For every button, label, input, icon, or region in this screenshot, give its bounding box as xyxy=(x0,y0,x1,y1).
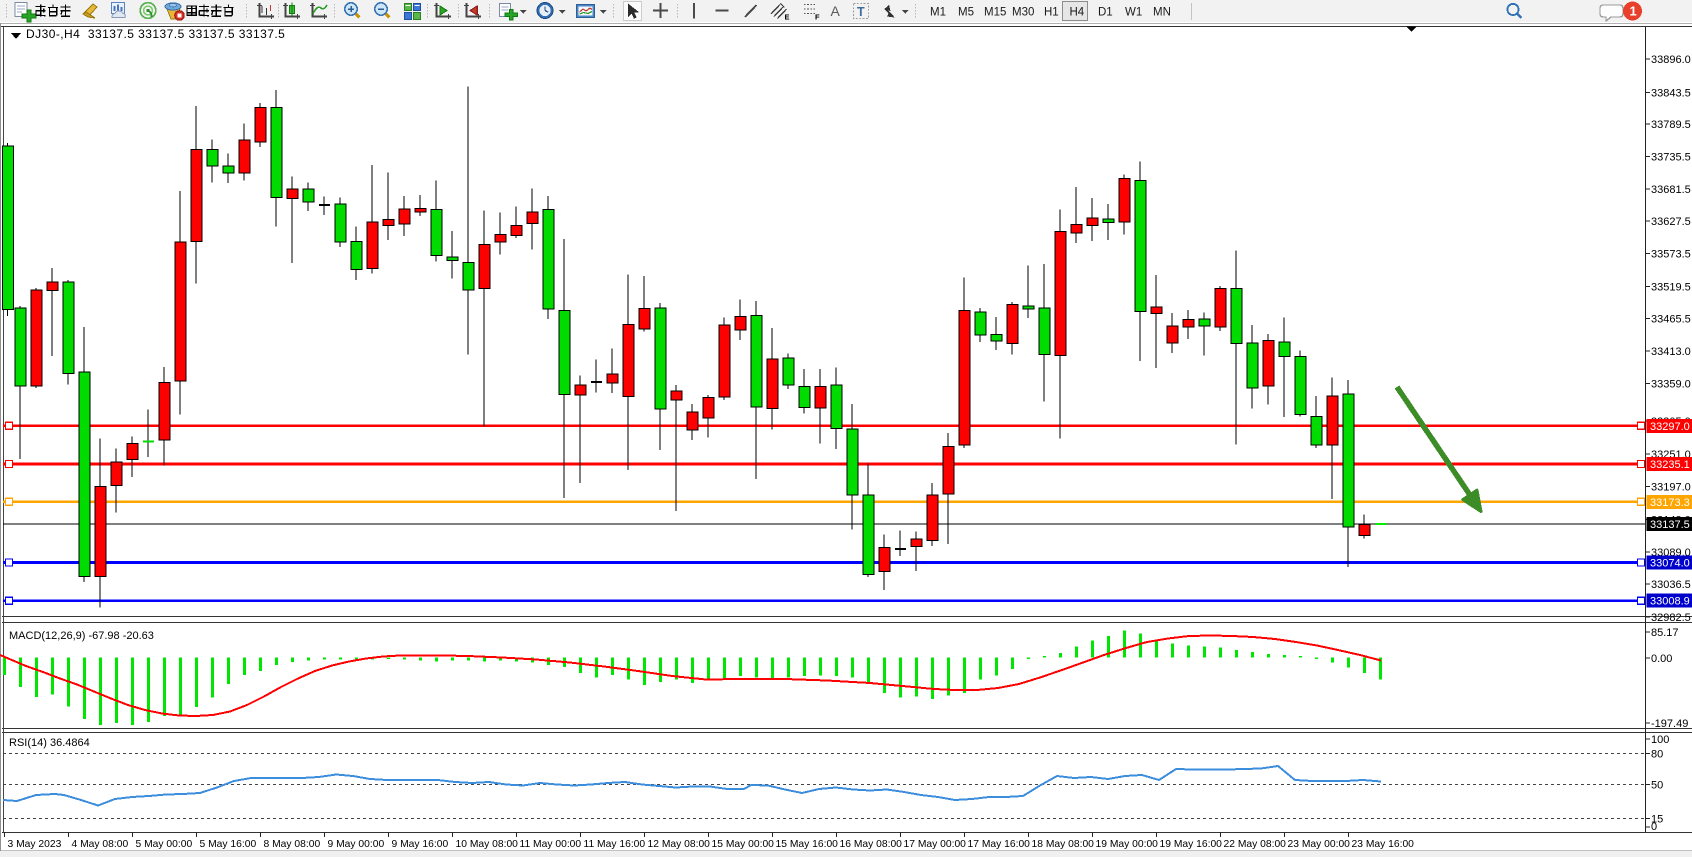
svg-text:9 May 00:00: 9 May 00:00 xyxy=(328,839,385,850)
svg-text:18 May 08:00: 18 May 08:00 xyxy=(1032,839,1095,850)
svg-text:33359.0: 33359.0 xyxy=(1651,378,1691,390)
svg-text:33235.1: 33235.1 xyxy=(1650,459,1690,471)
svg-text:33197.0: 33197.0 xyxy=(1651,482,1691,494)
svg-text:M15: M15 xyxy=(984,7,1006,19)
svg-text:MN: MN xyxy=(1153,7,1171,19)
svg-text:12 May 08:00: 12 May 08:00 xyxy=(648,839,711,850)
svg-text:4 May 08:00: 4 May 08:00 xyxy=(72,839,129,850)
svg-text:10 May 08:00: 10 May 08:00 xyxy=(456,839,519,850)
svg-text:33074.0: 33074.0 xyxy=(1650,558,1690,570)
svg-text:33036.5: 33036.5 xyxy=(1651,579,1691,591)
svg-text:85.17: 85.17 xyxy=(1651,627,1679,639)
svg-text:A: A xyxy=(831,3,841,19)
svg-text:23 May 00:00: 23 May 00:00 xyxy=(1288,839,1351,850)
svg-text:15: 15 xyxy=(1651,814,1663,826)
svg-text:T: T xyxy=(857,5,865,19)
svg-text:1: 1 xyxy=(1630,4,1637,19)
svg-text:17 May 16:00: 17 May 16:00 xyxy=(968,839,1031,850)
svg-text:32982.5: 32982.5 xyxy=(1651,612,1691,624)
svg-text:0: 0 xyxy=(1651,821,1657,833)
svg-text:M1: M1 xyxy=(930,7,946,19)
svg-text:33137.5: 33137.5 xyxy=(1650,519,1690,531)
svg-text:33735.5: 33735.5 xyxy=(1651,152,1691,164)
svg-text:D1: D1 xyxy=(1098,7,1113,19)
svg-text:23 May 16:00: 23 May 16:00 xyxy=(1352,839,1415,850)
svg-text:H4: H4 xyxy=(1070,7,1085,19)
svg-text:33519.5: 33519.5 xyxy=(1651,281,1691,293)
svg-text:11 May 00:00: 11 May 00:00 xyxy=(520,839,582,850)
svg-text:80: 80 xyxy=(1651,749,1663,761)
svg-text:3 May 2023: 3 May 2023 xyxy=(8,839,62,850)
svg-text:E: E xyxy=(785,13,790,22)
svg-text:MACD(12,26,9) -67.98 -20.63: MACD(12,26,9) -67.98 -20.63 xyxy=(9,630,154,642)
svg-text:33413.0: 33413.0 xyxy=(1651,346,1691,358)
svg-text:11 May 16:00: 11 May 16:00 xyxy=(584,839,646,850)
svg-text:17 May 00:00: 17 May 00:00 xyxy=(904,839,967,850)
svg-text:33173.3: 33173.3 xyxy=(1650,497,1690,509)
svg-text:5 May 00:00: 5 May 00:00 xyxy=(136,839,193,850)
svg-text:16 May 08:00: 16 May 08:00 xyxy=(840,839,903,850)
svg-text:W1: W1 xyxy=(1125,7,1142,19)
svg-text:33573.5: 33573.5 xyxy=(1651,249,1691,261)
svg-text:33896.0: 33896.0 xyxy=(1651,54,1691,66)
svg-text:33465.5: 33465.5 xyxy=(1651,314,1691,326)
svg-text:33627.5: 33627.5 xyxy=(1651,216,1691,228)
svg-text:M5: M5 xyxy=(958,7,974,19)
svg-text:15 May 00:00: 15 May 00:00 xyxy=(712,839,775,850)
svg-text:M30: M30 xyxy=(1012,7,1034,19)
svg-text:33297.0: 33297.0 xyxy=(1650,421,1690,433)
svg-text:DJ30-,H4 33137.5 33137.5 3313: DJ30-,H4 33137.5 33137.5 33137.5 33137.5 xyxy=(26,27,285,41)
svg-text:8 May 08:00: 8 May 08:00 xyxy=(264,839,321,850)
svg-text:33681.5: 33681.5 xyxy=(1651,184,1691,196)
svg-text:19 May 00:00: 19 May 00:00 xyxy=(1096,839,1159,850)
svg-text:-197.49: -197.49 xyxy=(1651,718,1688,730)
svg-text:19 May 16:00: 19 May 16:00 xyxy=(1160,839,1223,850)
svg-text:22 May 08:00: 22 May 08:00 xyxy=(1224,839,1287,850)
svg-text:0.00: 0.00 xyxy=(1651,653,1672,665)
svg-text:15 May 16:00: 15 May 16:00 xyxy=(776,839,839,850)
svg-text:100: 100 xyxy=(1651,734,1669,746)
svg-text:33789.5: 33789.5 xyxy=(1651,119,1691,131)
svg-text:H1: H1 xyxy=(1044,7,1059,19)
svg-text:9 May 16:00: 9 May 16:00 xyxy=(392,839,449,850)
svg-text:50: 50 xyxy=(1651,780,1663,792)
svg-text:RSI(14) 36.4864: RSI(14) 36.4864 xyxy=(9,737,90,749)
svg-text:F: F xyxy=(815,13,820,22)
svg-text:33843.5: 33843.5 xyxy=(1651,87,1691,99)
svg-text:33008.9: 33008.9 xyxy=(1650,596,1690,608)
svg-text:5 May 16:00: 5 May 16:00 xyxy=(200,839,257,850)
